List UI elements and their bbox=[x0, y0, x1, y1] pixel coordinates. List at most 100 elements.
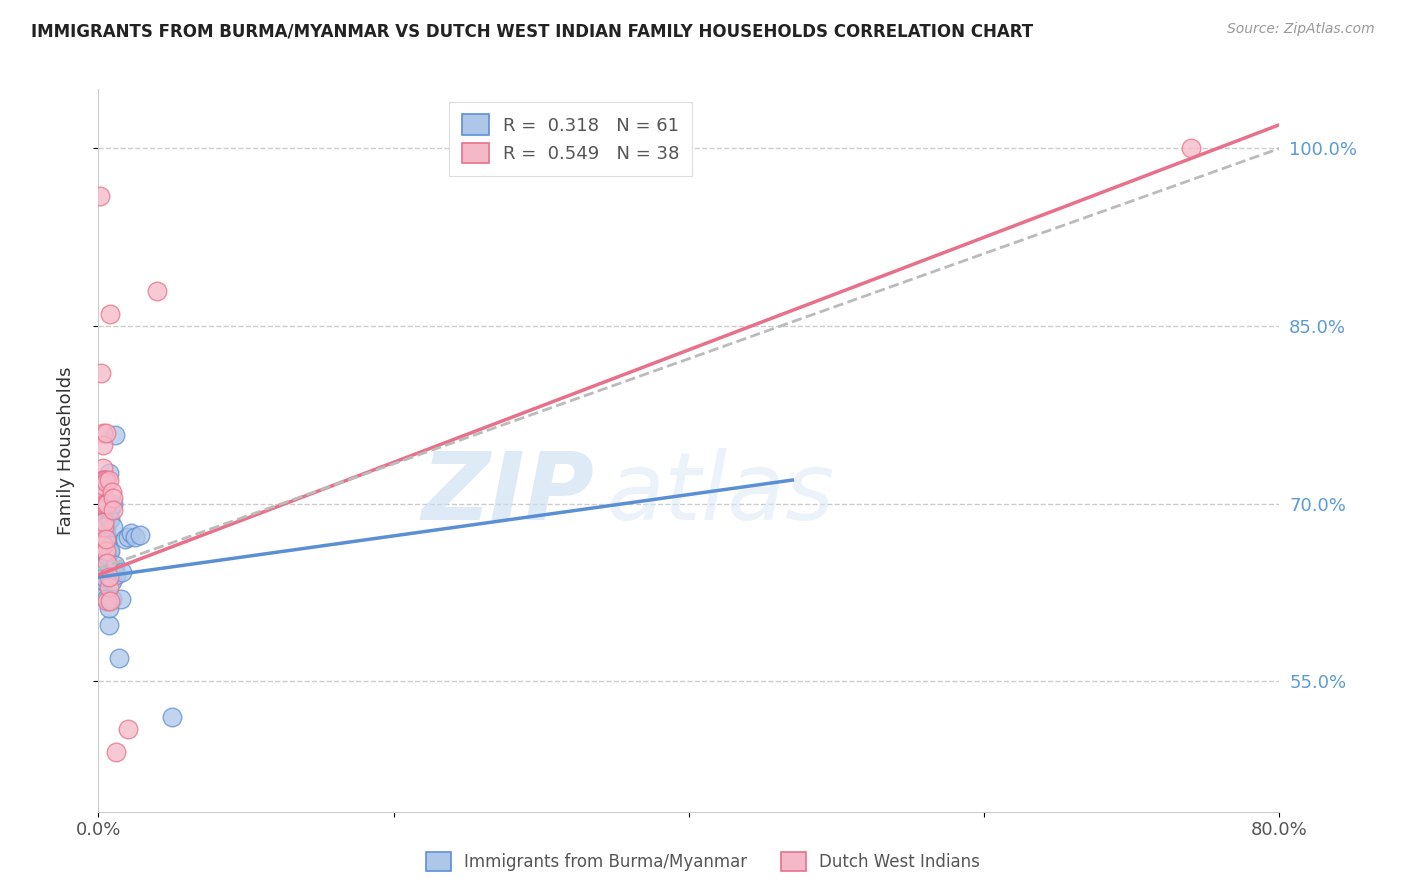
Point bbox=[98, 502, 121, 516]
Point bbox=[90, 367, 112, 381]
Point bbox=[93, 515, 115, 529]
Point bbox=[104, 558, 127, 573]
Text: IMMIGRANTS FROM BURMA/MYANMAR VS DUTCH WEST INDIAN FAMILY HOUSEHOLDS CORRELATION: IMMIGRANTS FROM BURMA/MYANMAR VS DUTCH W… bbox=[31, 22, 1033, 40]
Point bbox=[128, 527, 150, 541]
Point bbox=[96, 533, 118, 547]
Point bbox=[94, 497, 117, 511]
Point bbox=[93, 520, 115, 534]
Point bbox=[94, 533, 117, 547]
Point bbox=[90, 497, 112, 511]
Point bbox=[94, 475, 117, 490]
Point bbox=[103, 520, 125, 534]
Point bbox=[124, 530, 146, 544]
Text: atlas: atlas bbox=[606, 449, 835, 540]
Point bbox=[111, 566, 134, 580]
Point bbox=[97, 544, 120, 558]
Point bbox=[96, 530, 118, 544]
Text: ZIP: ZIP bbox=[422, 448, 595, 540]
Point bbox=[103, 502, 125, 516]
Point bbox=[146, 284, 169, 298]
Point bbox=[105, 746, 128, 760]
Point bbox=[91, 538, 114, 552]
Point bbox=[120, 526, 142, 541]
Point bbox=[93, 533, 115, 547]
Point bbox=[90, 538, 112, 552]
Point bbox=[90, 533, 112, 547]
Point bbox=[94, 425, 117, 440]
Point bbox=[98, 497, 121, 511]
Point bbox=[91, 461, 114, 475]
Point bbox=[93, 520, 115, 534]
Point bbox=[117, 722, 139, 736]
Point bbox=[94, 538, 117, 552]
Legend: Immigrants from Burma/Myanmar, Dutch West Indians: Immigrants from Burma/Myanmar, Dutch Wes… bbox=[418, 843, 988, 880]
Point bbox=[91, 544, 114, 558]
Point bbox=[94, 591, 117, 606]
Point bbox=[91, 437, 114, 451]
Point bbox=[93, 473, 115, 487]
Point bbox=[94, 520, 117, 534]
Point bbox=[105, 567, 128, 582]
Point bbox=[91, 484, 114, 499]
Point bbox=[98, 594, 121, 608]
Y-axis label: Family Households: Family Households bbox=[56, 367, 75, 534]
Point bbox=[94, 473, 117, 487]
Point bbox=[103, 497, 125, 511]
Point bbox=[96, 534, 118, 549]
Point bbox=[91, 533, 114, 547]
Point bbox=[93, 497, 115, 511]
Point bbox=[91, 582, 114, 596]
Point bbox=[104, 428, 127, 442]
Point bbox=[96, 549, 118, 563]
Point bbox=[117, 530, 139, 544]
Point bbox=[97, 570, 120, 584]
Point bbox=[91, 538, 114, 552]
Point bbox=[94, 544, 117, 558]
Point bbox=[91, 570, 114, 584]
Point bbox=[97, 580, 120, 594]
Point bbox=[89, 189, 111, 203]
Point bbox=[90, 567, 112, 582]
Point bbox=[91, 425, 114, 440]
Point bbox=[94, 502, 117, 516]
Point bbox=[96, 508, 118, 523]
Point bbox=[103, 491, 125, 505]
Point bbox=[98, 512, 121, 526]
Point bbox=[94, 544, 117, 558]
Point bbox=[90, 473, 112, 487]
Point bbox=[89, 574, 111, 588]
Point bbox=[93, 549, 115, 563]
Point bbox=[94, 547, 117, 561]
Point bbox=[97, 466, 120, 480]
Point bbox=[91, 558, 114, 573]
Point bbox=[96, 594, 118, 608]
Point bbox=[96, 497, 118, 511]
Point bbox=[91, 566, 114, 580]
Point bbox=[93, 562, 115, 576]
Point bbox=[93, 558, 115, 573]
Point bbox=[97, 617, 120, 632]
Point bbox=[93, 541, 115, 556]
Point bbox=[108, 650, 131, 665]
Point bbox=[91, 553, 114, 567]
Point bbox=[1180, 141, 1202, 155]
Point bbox=[93, 473, 115, 487]
Point bbox=[89, 544, 111, 558]
Point bbox=[91, 473, 114, 487]
Point bbox=[97, 473, 120, 487]
Point bbox=[162, 710, 183, 724]
Point bbox=[93, 479, 115, 493]
Point bbox=[100, 484, 122, 499]
Point bbox=[110, 591, 132, 606]
Point bbox=[97, 601, 120, 615]
Point bbox=[89, 550, 111, 565]
Point bbox=[98, 544, 121, 558]
Point bbox=[114, 533, 136, 547]
Point bbox=[96, 556, 118, 570]
Point bbox=[100, 591, 122, 606]
Text: Source: ZipAtlas.com: Source: ZipAtlas.com bbox=[1227, 22, 1375, 37]
Point bbox=[98, 307, 121, 321]
Point bbox=[94, 553, 117, 567]
Point bbox=[91, 544, 114, 558]
Point bbox=[93, 574, 115, 588]
